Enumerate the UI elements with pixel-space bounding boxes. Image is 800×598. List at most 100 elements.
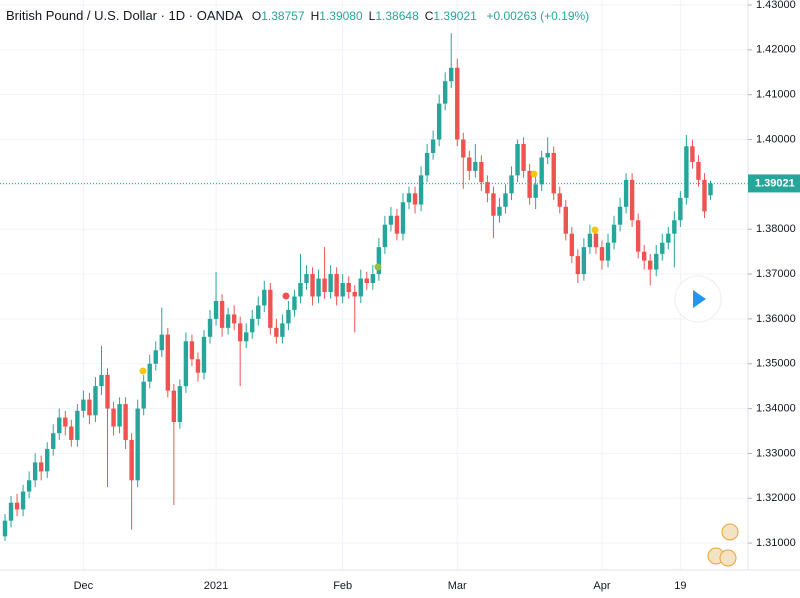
candle-body	[268, 289, 273, 328]
candle-body	[75, 410, 80, 440]
candle-body	[87, 399, 92, 416]
candle-body	[165, 334, 171, 391]
candle-body	[105, 374, 110, 409]
candle-body	[147, 363, 152, 382]
event-marker[interactable]	[374, 263, 382, 271]
candle-body	[231, 314, 237, 324]
candle-body	[666, 233, 671, 243]
candle-body	[322, 278, 327, 292]
candle-body	[455, 67, 460, 140]
candle-body	[521, 144, 526, 171]
candle-body	[274, 327, 279, 337]
candle-body	[141, 381, 146, 409]
candle-body	[449, 67, 454, 82]
candle-body	[135, 408, 140, 481]
candle-body	[32, 462, 38, 481]
candle-body	[189, 341, 195, 360]
ohlc-values: O1.38757 H1.39080 L1.38648 C1.39021	[246, 8, 477, 23]
candle-body	[382, 224, 388, 248]
candle-body	[708, 183, 713, 196]
candle-body	[485, 182, 490, 194]
candle-body	[14, 502, 20, 510]
candle-body	[400, 202, 406, 234]
candle-body	[225, 314, 231, 328]
candle-body	[45, 448, 50, 472]
play-icon[interactable]	[693, 290, 706, 308]
x-tick-label: Mar	[448, 580, 467, 592]
candle-body	[569, 233, 575, 257]
x-tick-label: 19	[674, 580, 686, 592]
candle-body	[629, 179, 635, 221]
candle-body	[654, 253, 659, 270]
candle-body	[467, 157, 472, 171]
candle-body	[346, 283, 351, 292]
flag-icon[interactable]	[719, 549, 737, 567]
candle-body	[491, 193, 496, 216]
candle-body	[256, 305, 261, 319]
candle-body	[280, 323, 285, 337]
candle-body	[26, 480, 32, 492]
candle-body	[617, 206, 623, 225]
candle-body	[69, 426, 74, 440]
candle-body	[286, 309, 291, 324]
candle-body	[316, 278, 321, 297]
candle-body	[678, 197, 683, 221]
candle-body	[599, 247, 605, 261]
candle-body	[237, 323, 243, 342]
candle-body	[533, 184, 538, 198]
candle-body	[117, 404, 122, 427]
candle-body	[509, 175, 514, 194]
y-tick-label: 1.42000	[756, 44, 796, 56]
ohlc-key: O	[251, 9, 262, 23]
candle-body	[250, 318, 255, 333]
y-tick-label: 1.32000	[756, 492, 796, 504]
candle-body	[262, 289, 267, 306]
candle-body	[213, 300, 219, 319]
event-marker[interactable]	[530, 170, 538, 178]
y-tick-label: 1.36000	[756, 313, 796, 325]
ohlc-value: 1.39021	[433, 9, 477, 23]
candle-body	[376, 247, 382, 275]
candle-body	[352, 291, 357, 297]
ohlc-value: 1.38757	[261, 9, 305, 23]
play-button[interactable]	[674, 275, 722, 323]
candle-body	[219, 300, 225, 328]
event-marker[interactable]	[282, 292, 290, 300]
x-tick-label: Feb	[333, 580, 352, 592]
candle-body	[497, 206, 502, 216]
ohlc-key: C	[424, 9, 434, 23]
candle-body	[424, 152, 430, 176]
candle-body	[527, 170, 532, 198]
candle-body	[672, 220, 677, 234]
event-marker[interactable]	[139, 367, 147, 375]
y-tick-label: 1.40000	[756, 133, 796, 145]
candle-body	[479, 161, 484, 183]
candle-body	[57, 417, 62, 434]
candle-body	[442, 81, 448, 104]
candles	[0, 33, 748, 541]
axes: 1.31000 1.32000 1.33000 1.34000 1.35000 1.360…	[74, 0, 800, 592]
candle-body	[641, 251, 647, 261]
candle-body	[539, 157, 544, 185]
candle-body	[587, 233, 593, 248]
candle-body	[611, 224, 617, 243]
candle-body	[364, 278, 369, 284]
y-tick-label: 1.38000	[756, 223, 796, 235]
candle-body	[153, 350, 158, 364]
candle-body	[183, 341, 189, 387]
candle-body	[412, 193, 418, 205]
y-tick-label: 1.31000	[756, 537, 796, 549]
event-marker[interactable]	[591, 226, 599, 234]
candle-body	[99, 374, 104, 387]
candle-body	[51, 433, 56, 449]
candle-body	[171, 390, 177, 423]
candle-body	[8, 502, 14, 521]
candle-body	[111, 408, 116, 427]
flag-icon[interactable]	[721, 523, 739, 541]
candle-body	[123, 404, 128, 440]
candle-body	[581, 247, 587, 275]
candle-body	[702, 179, 707, 212]
candle-body	[684, 146, 689, 198]
candle-body	[334, 274, 339, 297]
